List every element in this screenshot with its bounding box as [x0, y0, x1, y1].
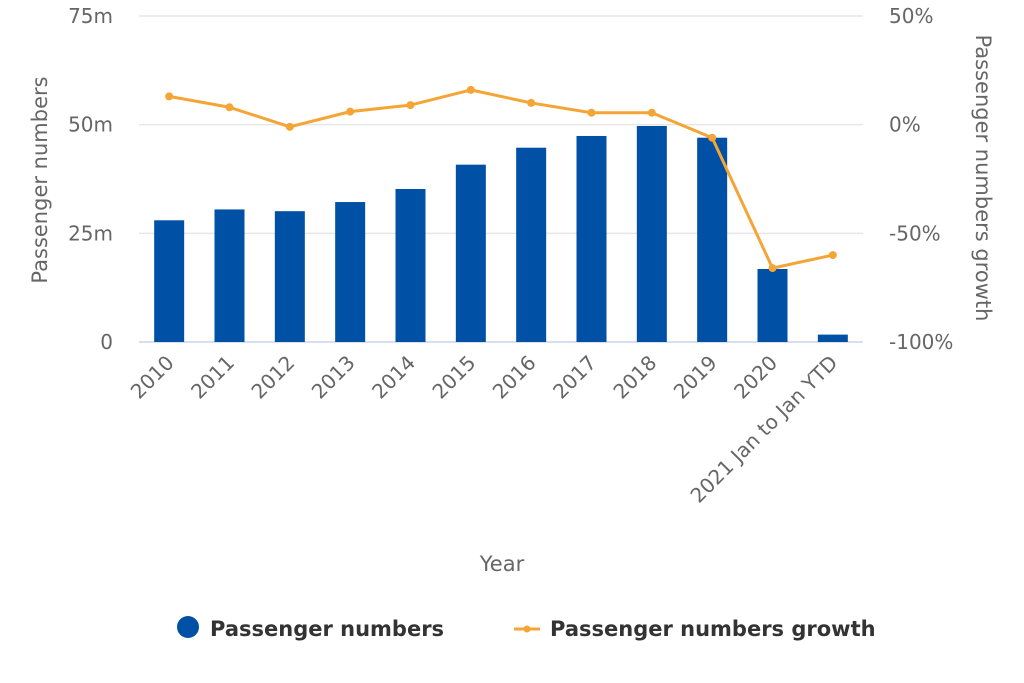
x-tick-label: 2010 [126, 351, 179, 404]
x-tick-label: 2012 [246, 351, 299, 404]
x-tick-label: 2013 [307, 351, 360, 404]
growth-point-2018 [647, 108, 656, 117]
gridlines [139, 15, 863, 343]
bar-series [154, 125, 848, 342]
growth-point-2015 [466, 85, 475, 94]
growth-point-2014 [406, 101, 415, 110]
bar-2014 [395, 188, 426, 342]
legend-label-passenger-numbers: Passenger numbers [210, 617, 444, 641]
growth-point-2019 [708, 133, 717, 142]
growth-point-2017 [587, 108, 596, 117]
bar-2011 [214, 209, 245, 342]
x-axis-title: Year [479, 552, 525, 576]
bar-2015 [455, 164, 486, 342]
y2-tick-label: 0% [889, 113, 921, 137]
x-tick-label: 2018 [608, 351, 661, 404]
growth-point-2020 [768, 264, 777, 273]
x-tick-label: 2014 [367, 351, 420, 404]
y2-tick-label: -50% [889, 221, 941, 245]
legend-label-passenger-numbers-growth: Passenger numbers growth [550, 617, 876, 641]
legend-item-passenger-numbers[interactable]: Passenger numbers [177, 616, 444, 641]
growth-point-2013 [346, 107, 355, 116]
y2-tick-label: -100% [889, 330, 953, 354]
growth-point-2016 [527, 98, 536, 107]
growth-point-2011 [225, 103, 234, 112]
line-series [165, 85, 837, 273]
bar-2019 [697, 137, 728, 342]
x-tick-label: 2011 [186, 351, 239, 404]
y-axis-title: Passenger numbers [28, 76, 52, 283]
x-tick-label: 2020 [729, 351, 782, 404]
y2-tick-label: 50% [889, 4, 933, 28]
legend: Passenger numbers Passenger numbers grow… [177, 616, 876, 641]
x-tick-label: 2019 [669, 351, 722, 404]
x-tick-label: 2017 [548, 351, 601, 404]
growth-point-2012 [285, 122, 294, 131]
legend-bar-marker [177, 616, 199, 638]
growth-point-2021 [828, 251, 837, 260]
bar-2012 [274, 211, 305, 342]
x-tick-label: 2016 [488, 351, 541, 404]
y-tick-label: 50m [68, 113, 113, 137]
y-tick-label: 75m [68, 4, 113, 28]
y-tick-label: 0 [100, 330, 113, 354]
x-tick-label: 2015 [427, 351, 480, 404]
growth-point-2010 [165, 92, 174, 101]
bar-2018 [636, 125, 667, 342]
bar-2010 [154, 220, 185, 342]
y-axis-left: 0 25m 50m 75m [68, 4, 113, 354]
x-axis: 2010 2011 2012 2013 2014 2015 2016 2017 2018 2019… [126, 351, 843, 508]
bar-2021 [817, 334, 848, 342]
legend-item-passenger-numbers-growth[interactable]: Passenger numbers growth [514, 617, 876, 641]
y-tick-label: 25m [68, 221, 113, 245]
bar-2020 [757, 268, 788, 342]
bar-2013 [335, 202, 366, 342]
growth-line [168, 88, 834, 270]
bar-2016 [516, 147, 547, 342]
y-axis-right: -100% -50% 0% 50% [889, 4, 953, 354]
y2-axis-title: Passenger numbers growth [971, 35, 995, 322]
bar-2017 [576, 135, 607, 342]
legend-line-dot [523, 625, 531, 633]
